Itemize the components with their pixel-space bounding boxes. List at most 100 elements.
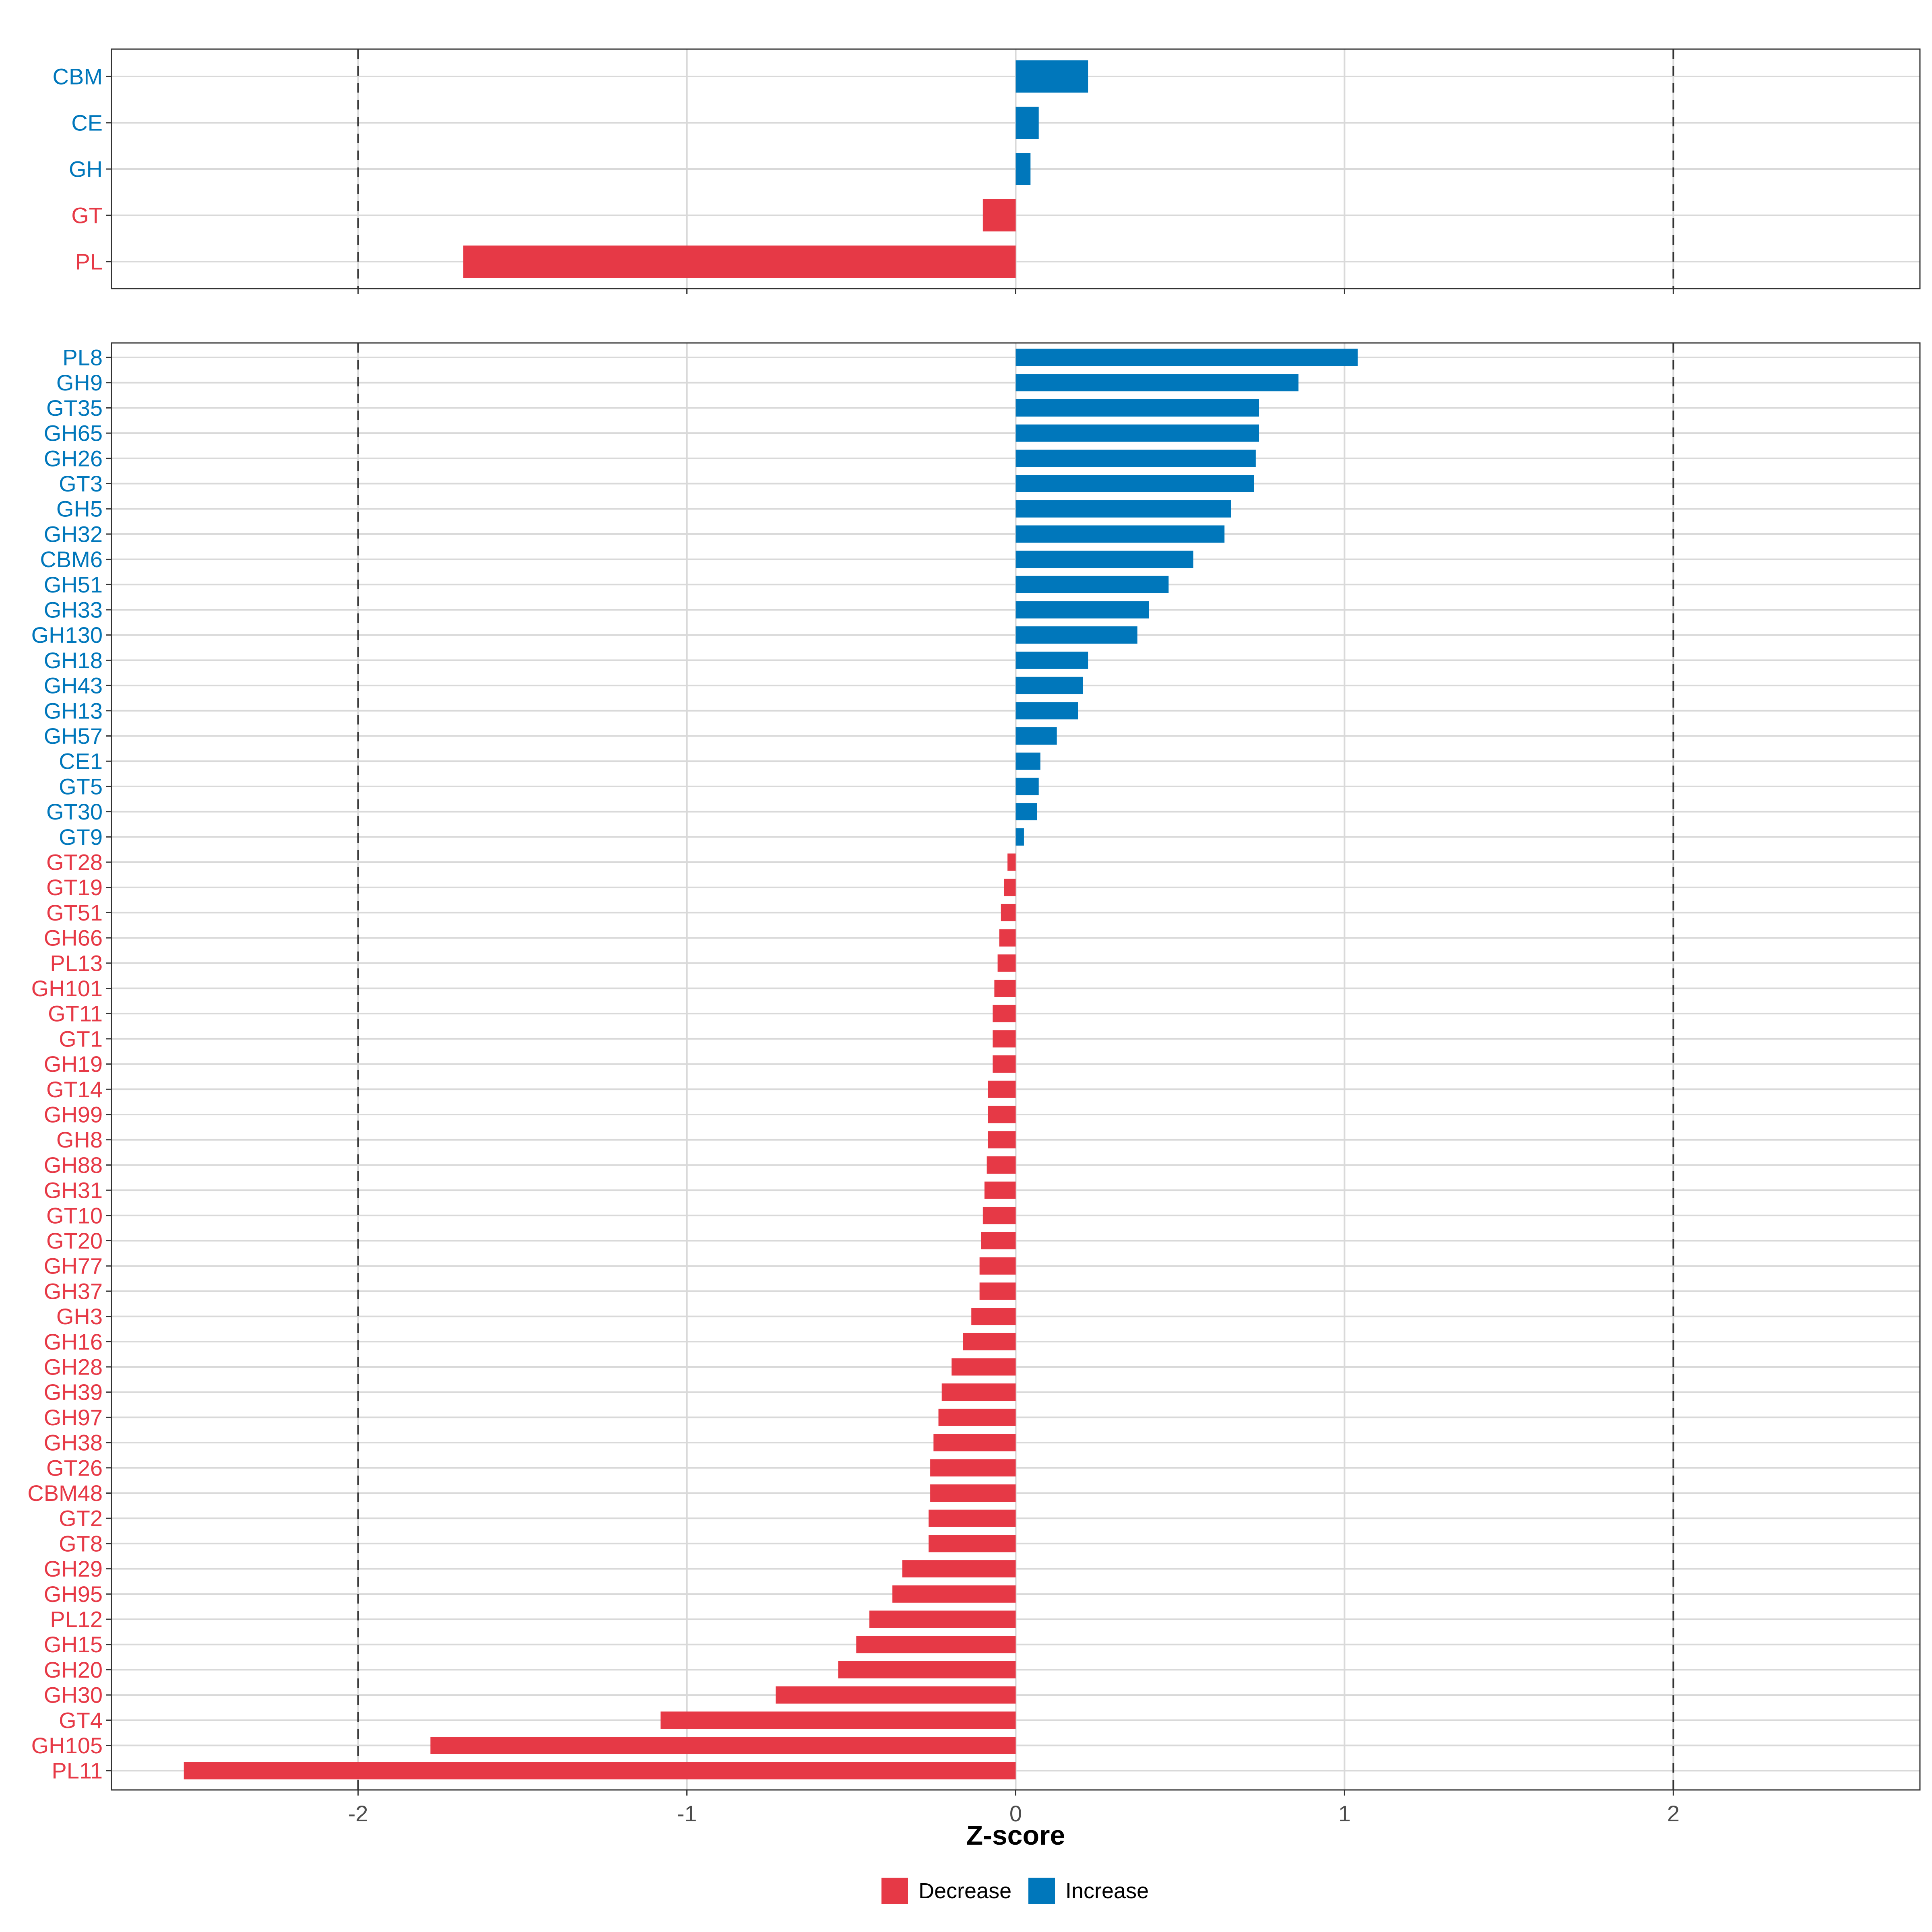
y-tick-label-GT35: GT35 (46, 395, 103, 421)
y-tick-label-PL: PL (75, 249, 103, 275)
y-tick-label-GH15: GH15 (44, 1632, 103, 1657)
y-tick-label-GT: GT (71, 203, 103, 228)
bar-GH99 (988, 1106, 1016, 1123)
legend-label-increase: Increase (1065, 1879, 1149, 1903)
bar-GH38 (933, 1434, 1016, 1451)
bar-CBM48 (930, 1484, 1016, 1502)
bar-GT (983, 199, 1016, 231)
y-tick-label-GT3: GT3 (59, 471, 103, 496)
y-tick-label-GH3: GH3 (56, 1304, 103, 1329)
y-tick-label-GH88: GH88 (44, 1152, 103, 1178)
y-tick-label-GH95: GH95 (44, 1581, 103, 1607)
y-tick-label-PL13: PL13 (50, 950, 103, 976)
bar-GT28 (1007, 853, 1016, 871)
family-panel: PL8GH9GT35GH65GH26GT3GH5GH32CBM6GH51GH33… (27, 342, 1921, 1791)
y-tick-label-GT30: GT30 (46, 799, 103, 824)
bar-GH30 (776, 1686, 1016, 1704)
bar-GH26 (1016, 450, 1256, 467)
bar-PL12 (869, 1610, 1016, 1628)
y-tick-label-PL8: PL8 (62, 345, 103, 370)
bar-GH77 (979, 1257, 1016, 1275)
y-tick-label-GT8: GT8 (59, 1531, 103, 1556)
y-tick-label-GH26: GH26 (44, 446, 103, 471)
y-tick-label-GH37: GH37 (44, 1278, 103, 1304)
bar-GH8 (988, 1131, 1016, 1149)
y-tick-label-GT26: GT26 (46, 1455, 103, 1480)
y-tick-label-GH43: GH43 (44, 673, 103, 698)
y-tick-label-GT11: GT11 (48, 1001, 103, 1026)
x-tick-label: 1 (1338, 1801, 1351, 1826)
y-tick-label-GH: GH (69, 157, 103, 182)
bar-GH19 (993, 1055, 1016, 1073)
bar-GT19 (1004, 879, 1016, 896)
y-tick-label-GH30: GH30 (44, 1682, 103, 1708)
y-tick-label-CBM: CBM (53, 64, 103, 89)
bar-CBM6 (1016, 551, 1193, 568)
bar-GT4 (661, 1711, 1016, 1729)
bar-GT11 (993, 1005, 1016, 1022)
y-tick-label-GH19: GH19 (44, 1051, 103, 1077)
y-tick-label-GT2: GT2 (59, 1506, 103, 1531)
y-tick-label-CE: CE (71, 110, 103, 136)
bar-GH20 (838, 1661, 1016, 1678)
bar-GH43 (1016, 677, 1083, 694)
y-tick-label-GT5: GT5 (59, 774, 103, 799)
bar-PL (463, 246, 1016, 278)
bar-PL13 (997, 954, 1016, 972)
bar-GT30 (1016, 803, 1037, 821)
y-tick-label-GT10: GT10 (46, 1203, 103, 1228)
bar-GT9 (1016, 828, 1024, 846)
bar-GH31 (984, 1181, 1016, 1199)
bar-GH29 (902, 1560, 1016, 1578)
y-tick-label-GH9: GH9 (56, 370, 103, 395)
legend-label-decrease: Decrease (919, 1879, 1011, 1903)
bar-GH28 (952, 1358, 1016, 1376)
x-tick-label: 0 (1009, 1801, 1022, 1826)
bar-GH32 (1016, 525, 1225, 543)
y-tick-label-GH5: GH5 (56, 496, 103, 522)
bar-GH97 (938, 1408, 1016, 1426)
y-tick-label-GH8: GH8 (56, 1127, 103, 1152)
y-tick-label-CE1: CE1 (59, 749, 103, 774)
y-tick-label-CBM6: CBM6 (40, 547, 103, 572)
bar-GT2 (929, 1509, 1016, 1527)
y-tick-label-GT28: GT28 (46, 850, 103, 875)
y-tick-label-GH65: GH65 (44, 421, 103, 446)
bar-CE (1016, 107, 1039, 139)
bar-GH95 (892, 1585, 1016, 1603)
y-tick-label-GT19: GT19 (46, 875, 103, 900)
y-tick-label-GH13: GH13 (44, 698, 103, 723)
y-tick-label-GT14: GT14 (46, 1077, 103, 1102)
y-tick-label-GH16: GH16 (44, 1329, 103, 1354)
y-tick-label-GH39: GH39 (44, 1379, 103, 1405)
x-tick-label: -1 (677, 1801, 697, 1826)
bar-GT8 (929, 1535, 1016, 1552)
y-tick-label-GH99: GH99 (44, 1102, 103, 1127)
bar-GH39 (941, 1383, 1016, 1401)
bar-GT1 (993, 1030, 1016, 1048)
bar-GH3 (971, 1308, 1016, 1325)
bar-GH (1016, 153, 1031, 185)
y-tick-label-PL11: PL11 (52, 1758, 103, 1783)
y-tick-label-GT1: GT1 (59, 1026, 103, 1051)
bar-GH15 (856, 1636, 1016, 1653)
legend-key-increase (1028, 1878, 1055, 1904)
bar-PL11 (184, 1762, 1016, 1779)
bar-CBM (1016, 60, 1088, 93)
legend-key-decrease (881, 1878, 908, 1904)
bar-GH37 (979, 1282, 1016, 1300)
y-tick-label-GH20: GH20 (44, 1657, 103, 1682)
bar-PL8 (1016, 349, 1358, 366)
bar-GH57 (1016, 727, 1057, 745)
y-tick-label-GH97: GH97 (44, 1405, 103, 1430)
y-tick-label-GT20: GT20 (46, 1228, 103, 1253)
y-tick-label-GH130: GH130 (31, 622, 103, 648)
bar-GH13 (1016, 702, 1078, 720)
y-tick-label-GH77: GH77 (44, 1253, 103, 1279)
y-tick-label-GH101: GH101 (31, 976, 103, 1001)
y-tick-label-GH66: GH66 (44, 925, 103, 951)
legend: Decrease Increase (881, 1878, 1149, 1904)
bar-GT10 (983, 1207, 1016, 1224)
bar-GH66 (999, 929, 1016, 947)
